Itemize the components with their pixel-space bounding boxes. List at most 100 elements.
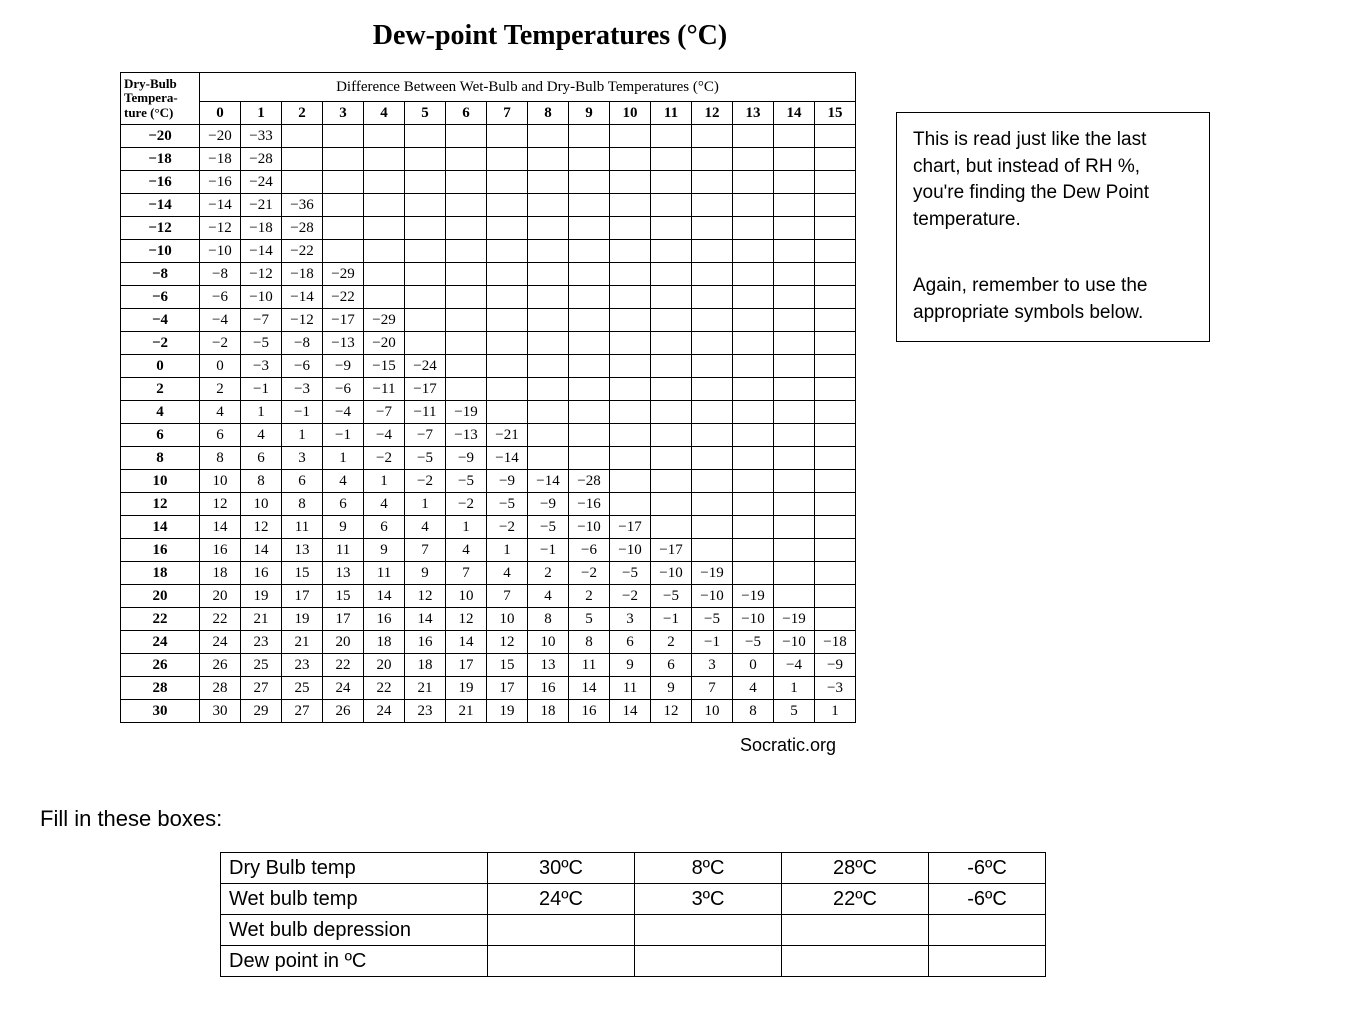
row-header: 22: [121, 608, 200, 631]
table-cell: 4: [405, 516, 446, 539]
table-cell: [815, 171, 856, 194]
table-cell: [610, 194, 651, 217]
table-cell: [733, 217, 774, 240]
table-cell: [364, 171, 405, 194]
table-cell: [405, 171, 446, 194]
table-cell: [528, 125, 569, 148]
table-cell: [569, 240, 610, 263]
table-cell: −2: [446, 493, 487, 516]
table-cell: [364, 125, 405, 148]
table-cell: [651, 148, 692, 171]
table-cell: [610, 355, 651, 378]
table-cell: −19: [774, 608, 815, 631]
table-cell: −6: [323, 378, 364, 401]
exercise-cell[interactable]: [929, 946, 1046, 977]
table-cell: [774, 125, 815, 148]
exercise-cell[interactable]: [635, 915, 782, 946]
col-header: 13: [733, 102, 774, 125]
table-cell: [692, 516, 733, 539]
table-cell: [774, 194, 815, 217]
table-cell: 1: [282, 424, 323, 447]
table-cell: 16: [364, 608, 405, 631]
exercise-cell[interactable]: [782, 915, 929, 946]
table-cell: [815, 401, 856, 424]
table-cell: −5: [610, 562, 651, 585]
exercise-cell[interactable]: [929, 915, 1046, 946]
table-cell: [733, 424, 774, 447]
instruction-sidebox: This is read just like the last chart, b…: [896, 112, 1210, 342]
exercise-cell: 28ºC: [782, 853, 929, 884]
table-cell: [733, 286, 774, 309]
table-cell: [569, 286, 610, 309]
table-cell: [487, 286, 528, 309]
table-cell: [487, 263, 528, 286]
table-cell: [733, 194, 774, 217]
table-cell: [651, 493, 692, 516]
row-header: 28: [121, 677, 200, 700]
table-cell: [815, 562, 856, 585]
exercise-cell[interactable]: [488, 946, 635, 977]
table-cell: 16: [241, 562, 282, 585]
table-cell: [774, 240, 815, 263]
row-header: 0: [121, 355, 200, 378]
table-cell: [815, 125, 856, 148]
table-cell: −22: [282, 240, 323, 263]
table-cell: [405, 286, 446, 309]
table-cell: −14: [200, 194, 241, 217]
table-cell: [610, 217, 651, 240]
exercise-cell[interactable]: [782, 946, 929, 977]
table-cell: [610, 332, 651, 355]
table-cell: 4: [364, 493, 405, 516]
table-cell: 1: [487, 539, 528, 562]
exercise-cell[interactable]: [635, 946, 782, 977]
table-cell: [405, 217, 446, 240]
table-cell: −10: [651, 562, 692, 585]
table-cell: 22: [364, 677, 405, 700]
table-cell: 10: [200, 470, 241, 493]
table-cell: [774, 539, 815, 562]
table-cell: 10: [487, 608, 528, 631]
table-cell: 14: [364, 585, 405, 608]
exercise-cell: 3ºC: [635, 884, 782, 915]
table-cell: [323, 171, 364, 194]
table-cell: [774, 378, 815, 401]
table-cell: [733, 309, 774, 332]
table-cell: −7: [364, 401, 405, 424]
col-header: 0: [200, 102, 241, 125]
table-cell: 4: [487, 562, 528, 585]
table-cell: [282, 148, 323, 171]
table-cell: 9: [651, 677, 692, 700]
table-cell: −10: [774, 631, 815, 654]
table-cell: 29: [241, 700, 282, 723]
exercise-cell: 30ºC: [488, 853, 635, 884]
table-cell: −18: [241, 217, 282, 240]
table-cell: [733, 263, 774, 286]
table-cell: 8: [282, 493, 323, 516]
table-cell: [692, 148, 733, 171]
table-cell: 27: [282, 700, 323, 723]
exercise-row-label: Dry Bulb temp: [221, 853, 488, 884]
exercise-cell[interactable]: [488, 915, 635, 946]
table-cell: [610, 286, 651, 309]
table-cell: 1: [446, 516, 487, 539]
table-cell: [610, 148, 651, 171]
table-cell: −14: [487, 447, 528, 470]
table-cell: −1: [692, 631, 733, 654]
table-cell: −7: [405, 424, 446, 447]
table-cell: [364, 286, 405, 309]
table-cell: [610, 125, 651, 148]
table-cell: [569, 125, 610, 148]
table-cell: 2: [528, 562, 569, 585]
table-cell: −1: [241, 378, 282, 401]
table-cell: [651, 263, 692, 286]
table-cell: −6: [569, 539, 610, 562]
table-cell: 14: [569, 677, 610, 700]
table-cell: [528, 194, 569, 217]
table-cell: −13: [323, 332, 364, 355]
table-cell: [692, 286, 733, 309]
exercise-cell: -6ºC: [929, 884, 1046, 915]
table-cell: [446, 378, 487, 401]
table-cell: 3: [692, 654, 733, 677]
table-cell: [528, 355, 569, 378]
table-cell: −4: [364, 424, 405, 447]
